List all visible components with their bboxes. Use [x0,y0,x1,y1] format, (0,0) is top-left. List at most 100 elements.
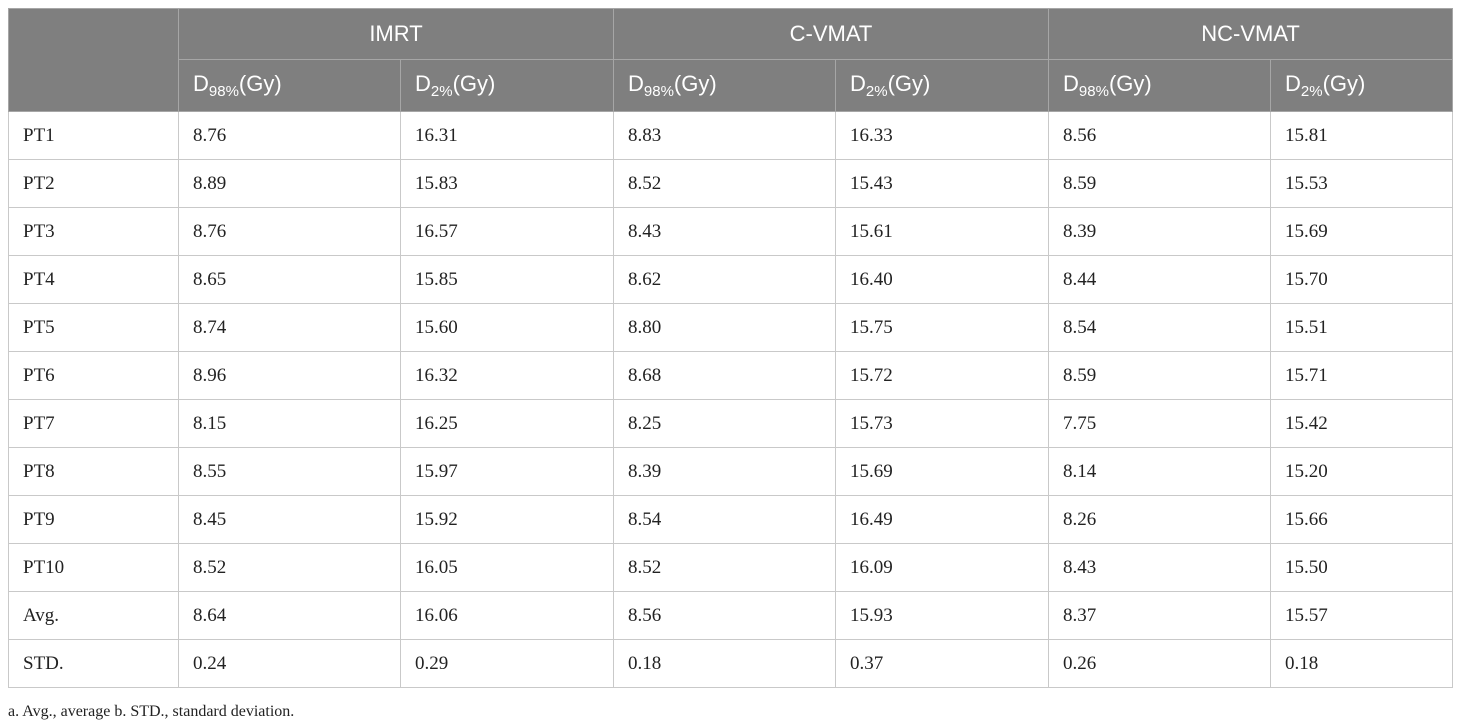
table-cell: 8.52 [613,159,836,208]
table-cell: 8.96 [178,351,401,400]
table-cell: 15.57 [1270,591,1454,640]
table-cell: 8.25 [613,399,836,448]
table-cell: 8.89 [178,159,401,208]
subheader-d2: D2%(Gy) [1270,59,1454,112]
subheader-d98: D98%(Gy) [613,59,836,112]
table-cell: 16.05 [400,543,614,592]
table-cell: 8.64 [178,591,401,640]
table-cell: 16.57 [400,207,614,256]
row-label: PT4 [8,255,179,304]
table-cell: 15.73 [834,399,1050,448]
table-row: PT2 8.89 15.83 8.52 15.43 8.59 15.53 [8,159,1454,208]
table-cell: 15.51 [1270,303,1454,352]
table-cell: 15.83 [400,159,614,208]
table-cell: 15.69 [834,447,1050,496]
table-row: PT6 8.96 16.32 8.68 15.72 8.59 15.71 [8,351,1454,400]
group-header-c-vmat: C-VMAT [612,8,1050,60]
row-label: PT8 [8,447,179,496]
subheader-d2: D2%(Gy) [834,59,1050,112]
table-cell: 8.76 [178,111,401,160]
group-header-imrt: IMRT [178,8,614,60]
table-cell: 16.25 [400,399,614,448]
subheader-d2: D2%(Gy) [400,59,614,112]
table-cell: 8.26 [1048,495,1272,544]
row-label: PT10 [8,543,179,592]
table-header: IMRT C-VMAT NC-VMAT D98%(Gy) D2%(Gy) D98… [8,8,1454,112]
header-corner-cell [8,8,179,112]
table-cell: 8.54 [1048,303,1272,352]
table-cell: 16.40 [834,255,1050,304]
row-label: PT2 [8,159,179,208]
table-cell: 8.80 [613,303,836,352]
table-cell: 8.43 [1048,543,1272,592]
header-subcolumn-row: D98%(Gy) D2%(Gy) D98%(Gy) D2%(Gy) D98%(G… [9,59,1454,112]
table-body: PT1 8.76 16.31 8.83 16.33 8.56 15.81 PT2 8.89 15.… [8,111,1454,688]
subheader-d98: D98%(Gy) [178,59,401,112]
table-cell: 0.26 [1048,639,1272,688]
table-cell: 0.29 [400,639,614,688]
table-cell: 8.59 [1048,159,1272,208]
table-row: PT5 8.74 15.60 8.80 15.75 8.54 15.51 [8,303,1454,352]
table-cell: 16.49 [834,495,1050,544]
table-cell: 16.33 [834,111,1050,160]
table-cell: 0.18 [1270,639,1454,688]
table-cell: 15.85 [400,255,614,304]
table-row: PT4 8.65 15.85 8.62 16.40 8.44 15.70 [8,255,1454,304]
table-cell: 15.93 [834,591,1050,640]
table-cell: 16.06 [400,591,614,640]
table-cell: 8.83 [613,111,836,160]
table-cell: 8.62 [613,255,836,304]
table-cell: 16.09 [834,543,1050,592]
group-header-nc-vmat: NC-VMAT [1048,8,1454,60]
table-cell: 0.37 [834,639,1050,688]
table-cell: 15.72 [834,351,1050,400]
table-row: PT7 8.15 16.25 8.25 15.73 7.75 15.42 [8,399,1454,448]
table-cell: 8.37 [1048,591,1272,640]
table-cell: 8.43 [613,207,836,256]
table-cell: 8.15 [178,399,401,448]
table-cell: 8.56 [613,591,836,640]
table-row: PT1 8.76 16.31 8.83 16.33 8.56 15.81 [8,111,1454,160]
table-cell: 15.61 [834,207,1050,256]
table-container: IMRT C-VMAT NC-VMAT D98%(Gy) D2%(Gy) D98… [8,8,1454,688]
row-label: PT6 [8,351,179,400]
table-cell: 8.74 [178,303,401,352]
table-cell: 8.54 [613,495,836,544]
table-cell: 15.97 [400,447,614,496]
table-row: STD. 0.24 0.29 0.18 0.37 0.26 0.18 [8,639,1454,688]
table-footnote: a. Avg., average b. STD., standard devia… [8,703,295,720]
table-cell: 8.56 [1048,111,1272,160]
table-cell: 15.66 [1270,495,1454,544]
table-cell: 8.52 [613,543,836,592]
table-row: PT8 8.55 15.97 8.39 15.69 8.14 15.20 [8,447,1454,496]
header-group-row: IMRT C-VMAT NC-VMAT [8,8,1454,112]
row-label: STD. [8,639,179,688]
table-cell: 8.45 [178,495,401,544]
table-cell: 0.18 [613,639,836,688]
table-cell: 8.55 [178,447,401,496]
row-label: PT3 [8,207,179,256]
dose-table: IMRT C-VMAT NC-VMAT D98%(Gy) D2%(Gy) D98… [8,8,1454,688]
table-cell: 7.75 [1048,399,1272,448]
table-row: PT3 8.76 16.57 8.43 15.61 8.39 15.69 [8,207,1454,256]
table-cell: 8.39 [1048,207,1272,256]
table-cell: 8.39 [613,447,836,496]
table-cell: 15.60 [400,303,614,352]
row-label: PT7 [8,399,179,448]
row-label: PT1 [8,111,179,160]
table-cell: 8.59 [1048,351,1272,400]
table-cell: 15.92 [400,495,614,544]
table-cell: 15.70 [1270,255,1454,304]
table-cell: 8.65 [178,255,401,304]
row-label: PT9 [8,495,179,544]
table-cell: 0.24 [178,639,401,688]
table-row: Avg. 8.64 16.06 8.56 15.93 8.37 15.57 [8,591,1454,640]
table-cell: 15.71 [1270,351,1454,400]
table-cell: 15.81 [1270,111,1454,160]
row-label: PT5 [8,303,179,352]
table-cell: 8.76 [178,207,401,256]
table-cell: 16.32 [400,351,614,400]
table-cell: 15.75 [834,303,1050,352]
table-row: PT10 8.52 16.05 8.52 16.09 8.43 15.50 [8,543,1454,592]
table-cell: 15.53 [1270,159,1454,208]
